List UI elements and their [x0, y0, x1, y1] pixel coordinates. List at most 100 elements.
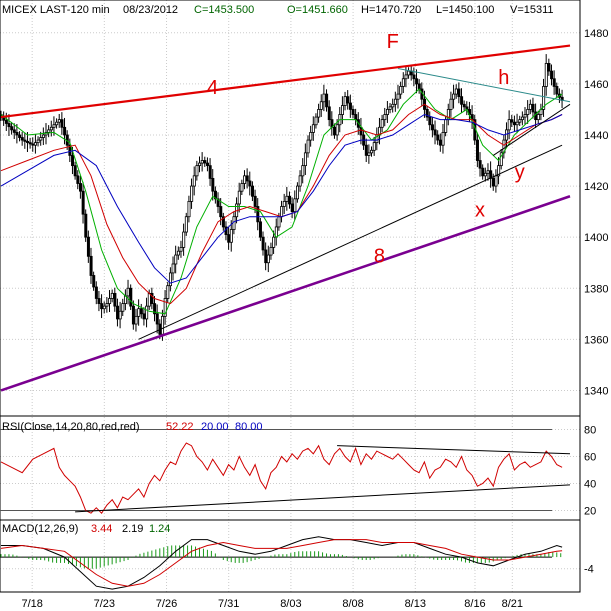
candle-body: [258, 221, 262, 238]
candle-body: [393, 98, 397, 105]
candle-body: [129, 287, 133, 307]
wave-label-h: h: [498, 67, 509, 89]
candle-body: [97, 298, 101, 304]
candle-body: [317, 109, 321, 118]
candle-body: [340, 105, 344, 115]
candle-body: [441, 132, 445, 146]
candle-body: [34, 142, 38, 146]
candle-body: [256, 206, 260, 223]
candle-body: [303, 152, 307, 167]
candle-body: [280, 206, 284, 218]
header-date: 08/23/2012: [123, 4, 178, 16]
candle-body: [49, 126, 53, 131]
header-high: H=1470.720: [361, 4, 421, 16]
candle-body: [491, 177, 495, 187]
candle-body: [401, 78, 405, 87]
candle-body: [415, 78, 419, 85]
rsi-trendline: [75, 484, 571, 513]
candle-body: [306, 139, 310, 154]
candle-body: [100, 303, 104, 310]
candle-body: [483, 172, 487, 177]
macd-title: MACD(12,26,9): [2, 523, 78, 535]
candle-body: [121, 303, 125, 312]
y-tick-label: 1400: [584, 232, 608, 244]
candle-body: [311, 124, 315, 133]
macd-signal-line: [0, 539, 563, 587]
trendline-triangle-bottom: [492, 103, 571, 156]
candle-body: [52, 124, 56, 128]
y-tick-label: 1360: [584, 334, 608, 346]
candle-body: [285, 195, 289, 202]
candle-body: [92, 275, 96, 288]
y-tick-label: 1480: [584, 28, 608, 40]
candle-body: [192, 175, 196, 187]
candle-body: [203, 160, 207, 164]
candle-body: [430, 124, 434, 131]
macd-histogram-value: 1.24: [149, 523, 170, 535]
candle-body: [290, 203, 294, 213]
y-tick-label: 1440: [584, 130, 608, 142]
candle-body: [351, 109, 355, 115]
candle-body: [211, 177, 215, 192]
candle-body: [253, 195, 257, 207]
candle-body: [86, 236, 90, 257]
candle-body: [536, 114, 540, 121]
candle-body: [116, 305, 120, 320]
candle-body: [190, 185, 194, 202]
candle-body: [163, 298, 167, 317]
candle-body: [126, 287, 130, 297]
candle-body: [449, 98, 453, 110]
candle-body: [475, 139, 479, 161]
candle-body: [433, 129, 437, 136]
candle-body: [288, 195, 292, 205]
candle-body: [367, 152, 371, 156]
candle-body: [137, 308, 141, 317]
y-tick-label: 1380: [584, 283, 608, 295]
candle-body: [293, 198, 297, 213]
candle-body: [526, 109, 530, 115]
trendline-support-black: [138, 144, 563, 340]
candle-body: [370, 149, 374, 154]
candle-body: [15, 132, 19, 136]
rsi-lower-level: 20.00: [201, 421, 229, 433]
candle-body: [166, 285, 170, 299]
candle-body: [145, 305, 149, 320]
candle-body: [515, 121, 519, 126]
candle-body: [76, 175, 80, 184]
candle-body: [118, 310, 122, 320]
wave-label-8: 8: [374, 246, 385, 268]
candle-body: [174, 254, 178, 265]
candle-body: [383, 114, 387, 121]
header-volume: V=15311: [510, 4, 554, 16]
trendline-triangle-top: [397, 68, 571, 103]
candle-body: [200, 160, 204, 164]
candle-body: [147, 292, 151, 307]
candle-body: [213, 190, 217, 200]
candle-body: [31, 143, 35, 146]
y-tick-label: 1340: [584, 385, 608, 397]
macd-y-tick-label: -4: [584, 564, 594, 576]
candle-body: [216, 198, 220, 207]
header-symbol: MICEX LAST-120 min: [2, 4, 110, 16]
candle-body: [348, 102, 352, 110]
candle-body: [71, 155, 75, 167]
candle-body: [272, 236, 276, 248]
rsi-title: RSI(Close,14,20,80,red,red): [2, 421, 140, 433]
candle-body: [428, 116, 432, 126]
candle-body: [187, 200, 191, 218]
candle-body: [520, 116, 524, 121]
rsi-y-tick-label: 60: [584, 451, 596, 463]
candle-body: [219, 206, 223, 218]
wave-label-y: y: [515, 161, 525, 183]
candle-body: [497, 165, 501, 177]
candle-body: [454, 88, 458, 95]
candle-body: [131, 305, 135, 325]
candle-body: [28, 142, 32, 145]
wave-label-x: x: [475, 200, 485, 222]
candle-body: [388, 106, 392, 110]
candle-body: [513, 121, 517, 126]
x-tick-label: 7/18: [21, 598, 42, 610]
candle-body: [444, 119, 448, 133]
candle-body: [110, 292, 114, 299]
